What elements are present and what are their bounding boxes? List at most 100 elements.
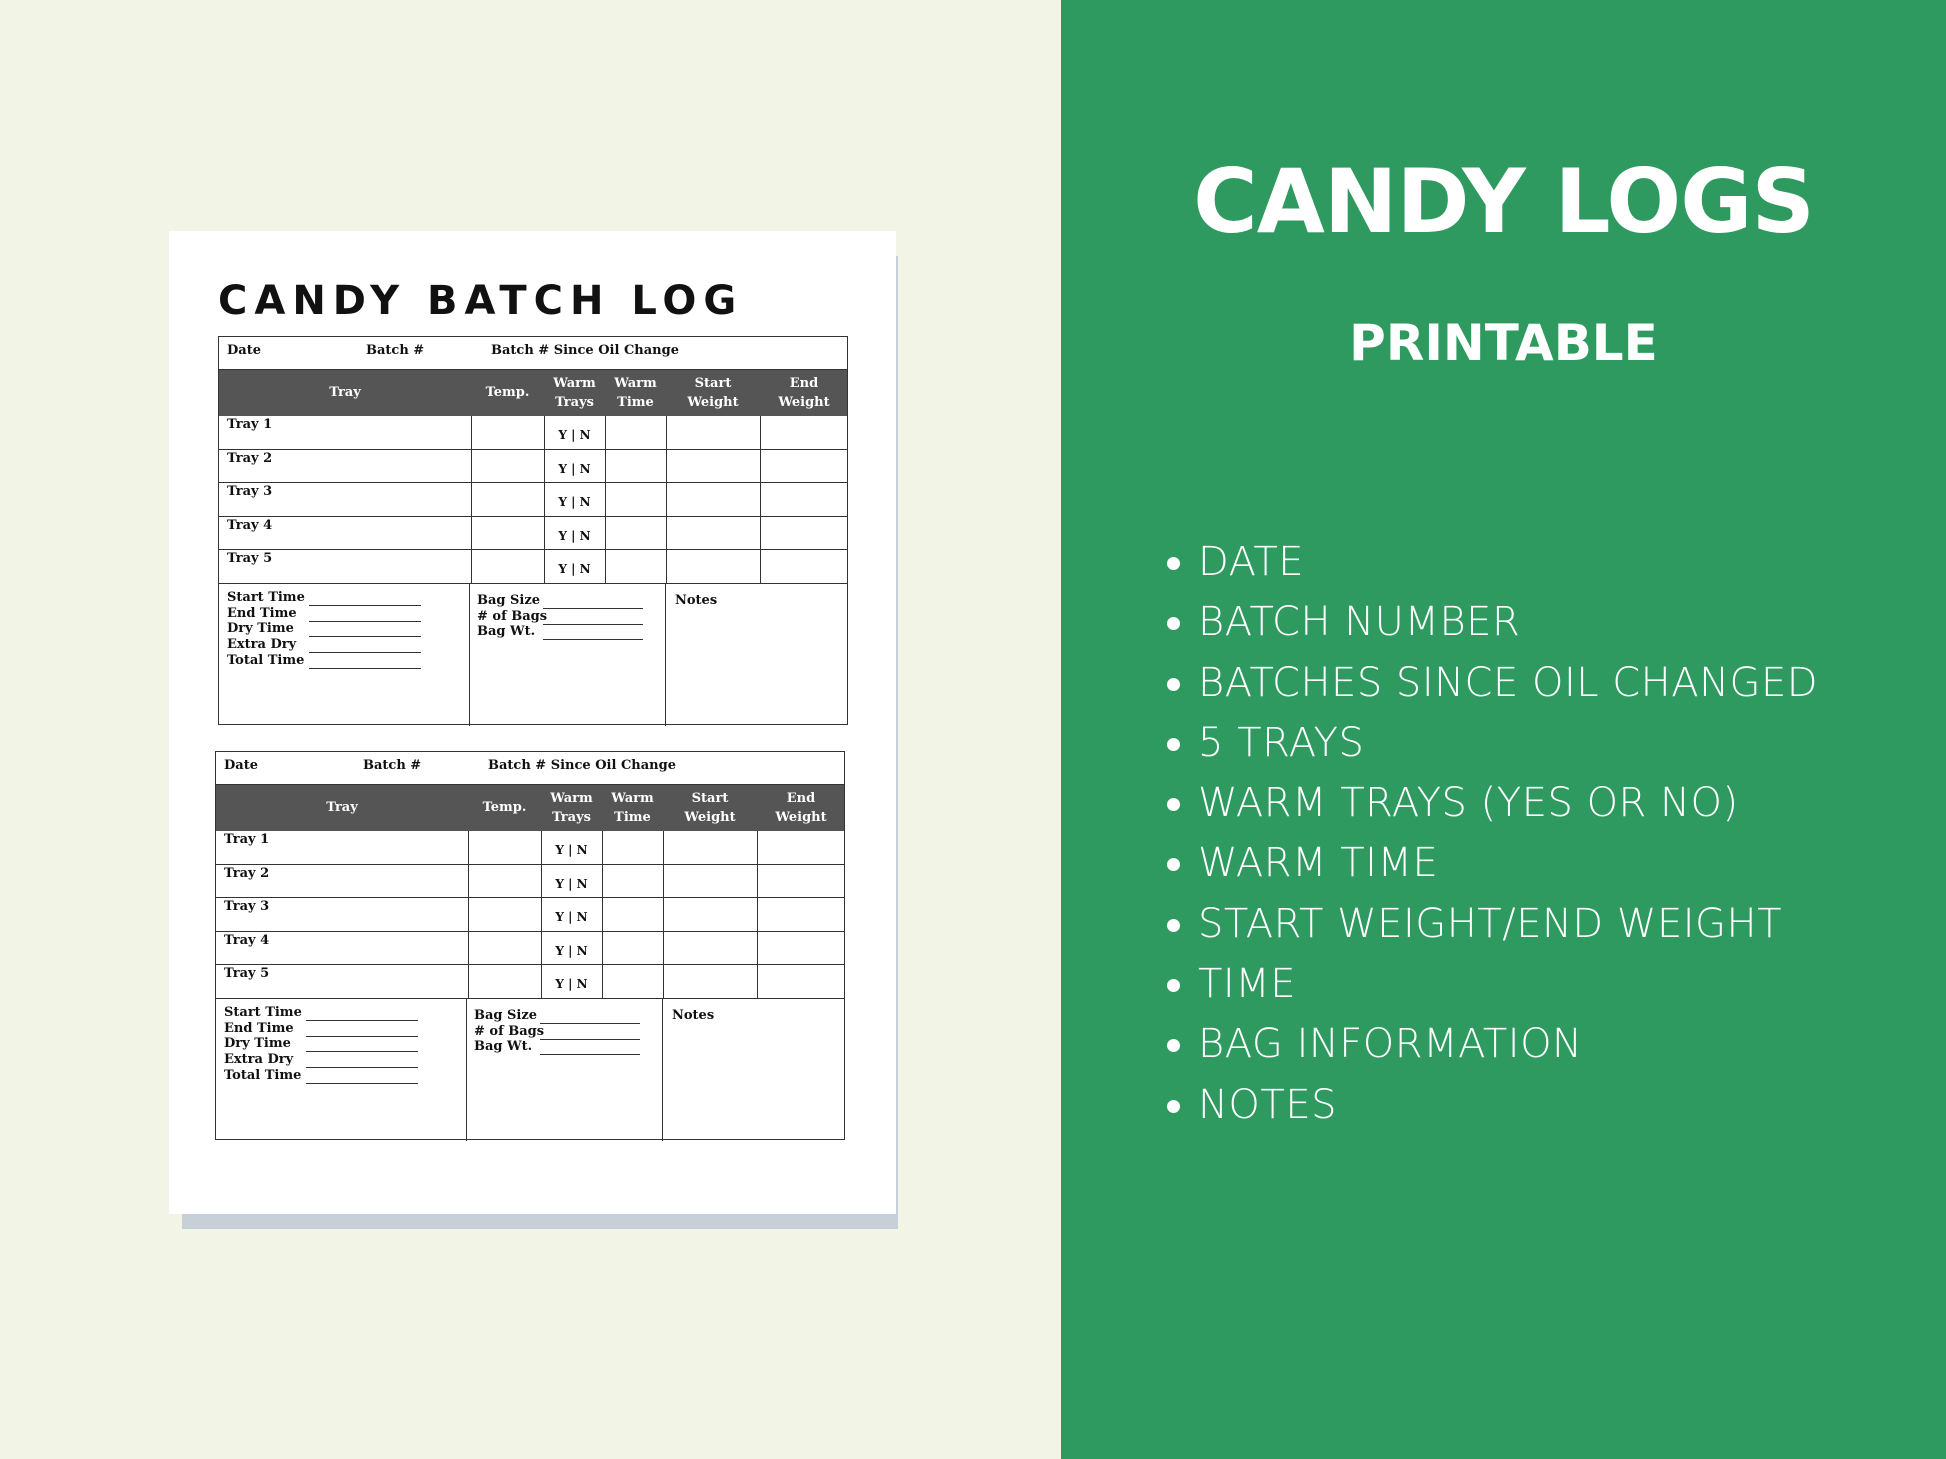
feature-label: TIME bbox=[1198, 961, 1297, 1008]
warm-trays-yes-no: Y | N bbox=[558, 528, 591, 543]
column-divider bbox=[544, 449, 545, 482]
bullet-icon bbox=[1167, 617, 1180, 631]
blank-line bbox=[306, 1035, 418, 1037]
tray-label: Tray 3 bbox=[224, 899, 270, 914]
field-label: Start Time bbox=[227, 590, 305, 605]
batch-log-2: Date Batch # Batch # Since Oil Change Tray T… bbox=[215, 751, 845, 1141]
table-row: Tray 2 Y | N bbox=[219, 449, 847, 483]
column-divider bbox=[663, 831, 664, 864]
column-divider bbox=[471, 416, 472, 449]
feature-item: START WEIGHT/END WEIGHT bbox=[1167, 898, 1818, 958]
field-label: Bag Size bbox=[474, 1008, 538, 1023]
section-divider bbox=[466, 999, 467, 1141]
feature-item: TIME bbox=[1167, 958, 1818, 1018]
top-fields-row: Date Batch # Batch # Since Oil Change bbox=[219, 337, 847, 370]
warm-trays-yes-no: Y | N bbox=[558, 461, 591, 476]
bullet-icon bbox=[1167, 1099, 1180, 1113]
column-divider bbox=[468, 864, 469, 897]
column-divider bbox=[605, 416, 606, 449]
feature-item: WARM TIME bbox=[1167, 837, 1818, 897]
bag-field: # of Bags bbox=[477, 609, 657, 628]
column-divider bbox=[666, 483, 667, 516]
feature-item: BATCH NUMBER bbox=[1167, 596, 1818, 656]
column-divider bbox=[757, 931, 758, 964]
blank-line bbox=[543, 639, 643, 641]
table-row: Tray 4 Y | N bbox=[216, 931, 844, 965]
warm-trays-yes-no: Y | N bbox=[555, 843, 588, 857]
batch-summary-section: Start Time End Time Dry Time Extra Dry Total… bbox=[216, 999, 844, 1141]
column-divider bbox=[760, 449, 761, 482]
feature-list: DATE BATCH NUMBER BATCHES SINCE OIL CHANGE… bbox=[1167, 536, 1818, 1139]
column-header: Warm Trays bbox=[553, 376, 596, 410]
field-label: Dry Time bbox=[224, 1036, 291, 1052]
column-divider bbox=[663, 965, 664, 998]
blank-line bbox=[309, 620, 421, 622]
column-divider bbox=[666, 449, 667, 482]
blank-line bbox=[306, 1051, 418, 1053]
time-field: Start Time bbox=[227, 590, 457, 609]
feature-label: BAG INFORMATION bbox=[1198, 1021, 1583, 1068]
tray-label: Tray 1 bbox=[227, 417, 273, 432]
column-divider bbox=[602, 898, 603, 931]
warm-trays-yes-no: Y | N bbox=[555, 977, 588, 991]
time-field: End Time bbox=[227, 606, 457, 625]
field-label: Bag Size bbox=[477, 593, 541, 608]
column-divider bbox=[468, 965, 469, 998]
bullet-icon bbox=[1167, 1039, 1180, 1053]
top-field-label: Batch # Since Oil Change bbox=[491, 343, 679, 358]
feature-label: BATCHES SINCE OIL CHANGED bbox=[1198, 659, 1819, 706]
batch-summary-section: Start Time End Time Dry Time Extra Dry Total… bbox=[219, 584, 847, 726]
time-field: Dry Time bbox=[227, 621, 457, 640]
field-label: Extra Dry bbox=[224, 1052, 294, 1068]
table-row: Tray 1 Y | N bbox=[216, 831, 844, 865]
field-label: Extra Dry bbox=[227, 637, 297, 653]
column-header: Warm Time bbox=[611, 791, 654, 825]
tray-label: Tray 2 bbox=[227, 450, 273, 466]
product-title: CANDY LOGS bbox=[1193, 150, 1815, 253]
column-divider bbox=[541, 864, 542, 897]
tray-label: Tray 4 bbox=[227, 517, 273, 533]
column-divider bbox=[468, 898, 469, 931]
product-subtitle: PRINTABLE bbox=[1349, 314, 1658, 372]
column-header: End Weight bbox=[778, 376, 830, 410]
column-header: Temp. bbox=[482, 800, 527, 815]
feature-item: DATE bbox=[1167, 536, 1818, 596]
info-panel: CANDY LOGS PRINTABLE DATE BATCH NUMBER BAT… bbox=[1061, 0, 1946, 1459]
bullet-icon bbox=[1167, 918, 1180, 932]
column-divider bbox=[666, 416, 667, 449]
table-row: Tray 5 Y | N bbox=[219, 550, 847, 584]
bag-field: Bag Size bbox=[474, 1008, 654, 1027]
bullet-icon bbox=[1167, 858, 1180, 872]
time-field: Start Time bbox=[224, 1005, 454, 1024]
column-divider bbox=[544, 516, 545, 549]
tray-label: Tray 5 bbox=[227, 551, 273, 566]
section-divider bbox=[469, 584, 470, 726]
column-divider bbox=[760, 416, 761, 449]
column-divider bbox=[605, 483, 606, 516]
column-header: Warm Trays bbox=[550, 791, 593, 825]
column-divider bbox=[757, 864, 758, 897]
top-field-label: Batch # bbox=[366, 343, 425, 358]
column-header: Tray bbox=[329, 385, 361, 400]
blank-line bbox=[306, 1020, 418, 1021]
column-divider bbox=[666, 550, 667, 583]
field-label: Dry Time bbox=[227, 621, 294, 637]
column-divider bbox=[602, 965, 603, 998]
column-divider bbox=[468, 931, 469, 964]
feature-label: START WEIGHT/END WEIGHT bbox=[1198, 900, 1783, 947]
tray-label: Tray 5 bbox=[224, 966, 270, 981]
column-divider bbox=[602, 831, 603, 864]
column-header-row: Tray Temp. Warm Trays Warm Time Start Weight End… bbox=[219, 370, 847, 416]
column-header-row: Tray Temp. Warm Trays Warm Time Start Weight End… bbox=[216, 785, 844, 831]
time-field: Dry Time bbox=[224, 1036, 454, 1055]
field-label: Start Time bbox=[224, 1005, 302, 1020]
feature-item: WARM TRAYS (YES OR NO) bbox=[1167, 777, 1818, 837]
column-divider bbox=[541, 831, 542, 864]
column-divider bbox=[757, 831, 758, 864]
table-row: Tray 3 Y | N bbox=[219, 483, 847, 517]
column-divider bbox=[605, 516, 606, 549]
table-row: Tray 4 Y | N bbox=[219, 516, 847, 550]
tray-label: Tray 3 bbox=[227, 484, 273, 499]
column-divider bbox=[757, 965, 758, 998]
column-divider bbox=[663, 864, 664, 897]
